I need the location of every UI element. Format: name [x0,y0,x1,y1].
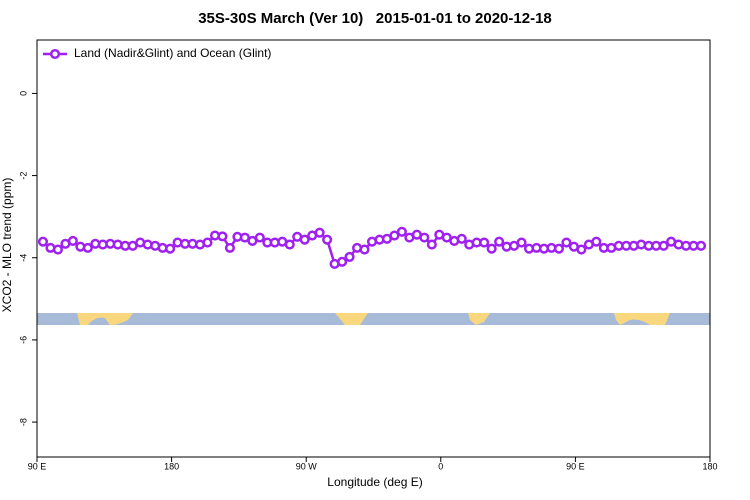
data-point [344,251,355,262]
y-tick-label: -2 [18,172,28,180]
data-point [202,237,213,248]
legend-marker [49,48,61,60]
data-point [217,231,228,242]
data-point [254,232,265,243]
data-point [591,236,602,247]
x-tick-label: 90 W [296,461,318,471]
data-point [322,234,333,245]
data-point [695,240,707,251]
data-point [299,234,310,245]
y-tick-label: -6 [18,336,28,344]
data-point [224,242,235,253]
x-tick-label: 90 E [566,461,585,471]
legend-label: Land (Nadir&Glint) and Ocean (Glint) [74,46,271,60]
x-tick-label: 0 [438,461,443,471]
data-point [67,235,78,246]
x-tick-label: 180 [702,461,717,471]
y-tick-label: 0 [18,91,28,96]
x-axis-label: Longitude (deg E) [327,475,422,489]
y-tick-label: -8 [18,418,28,426]
data-point [516,237,527,248]
land-ocean-strip [37,313,710,325]
data-point [396,226,407,237]
data-point [359,244,370,255]
y-axis-label: XCO2 - MLO trend (ppm) [0,178,14,313]
data-point [314,227,325,238]
data-point [52,244,63,255]
data-point [576,244,587,255]
data-point [486,243,497,254]
data-point [561,237,572,248]
data-point [553,243,564,254]
chart-title: 35S-30S March (Ver 10) 2015-01-01 to 202… [198,10,552,27]
data-point [419,232,430,243]
data-point [284,239,295,250]
data-point [494,236,505,247]
data-point [426,239,437,250]
data-point [479,237,490,248]
data-point [82,242,93,253]
data-point [337,256,348,267]
data-point [456,233,467,244]
x-tick-label: 180 [164,461,179,471]
data-point [37,236,49,247]
data-point [658,240,669,251]
y-tick-label: -4 [18,254,28,262]
x-tick-label: 90 E [28,461,47,471]
plot-frame [36,39,711,458]
data-point [389,230,400,241]
data-point [165,243,176,254]
